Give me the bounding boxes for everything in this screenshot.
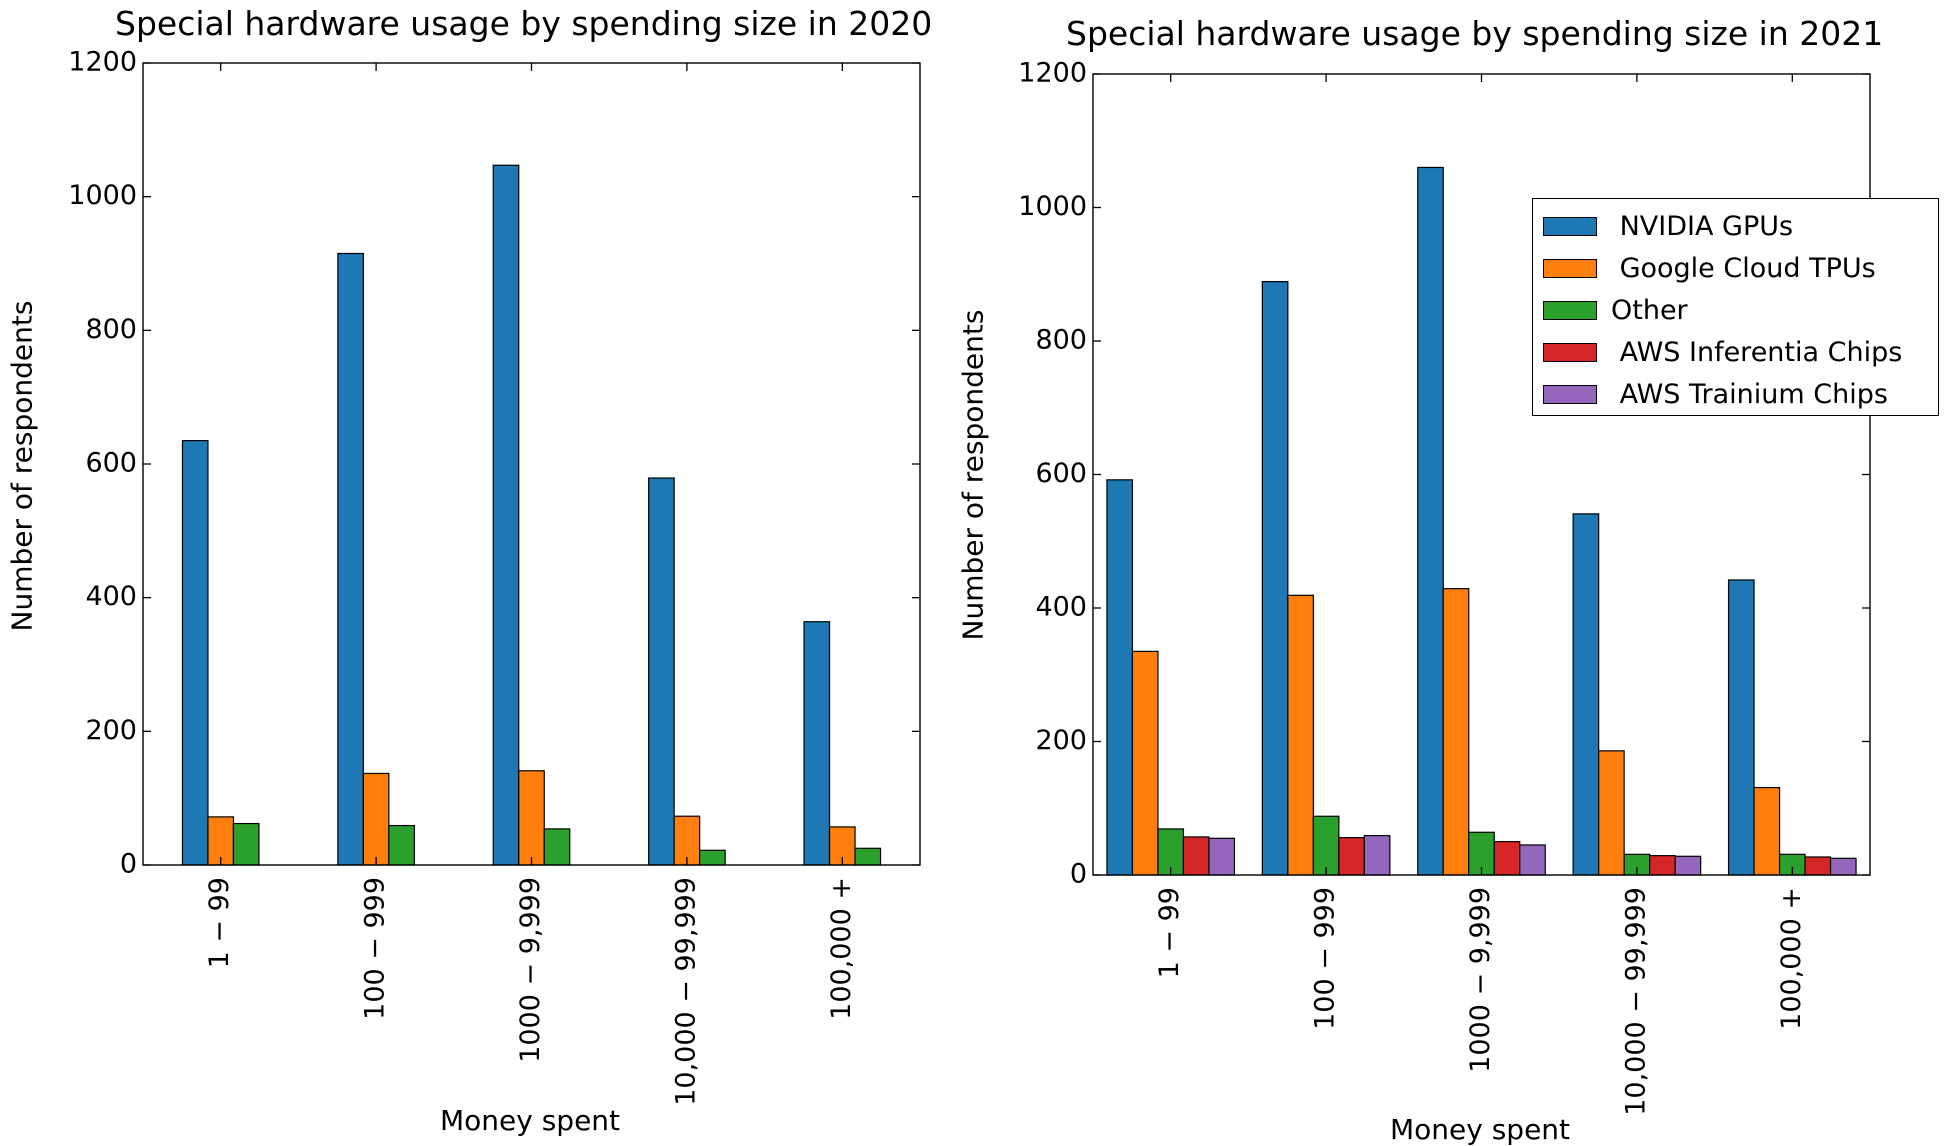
x-tick-label-2020-4: 100,000 + <box>826 877 857 1020</box>
bar-2021-nvidia-gpus-1 <box>1261 280 1289 876</box>
bar-2021-aws-trainium-chips-4 <box>1829 857 1857 876</box>
bar-2021-aws-trainium-chips-3 <box>1674 855 1702 876</box>
legend-item-aws-trainium-chips: AWS Trainium Chips <box>1533 373 1938 415</box>
bar-2021-google-cloud-tpus-1 <box>1287 594 1314 876</box>
x-tick-label-2020-2: 1000 − 9,999 <box>515 877 546 1063</box>
bar-2021-aws-trainium-chips-2 <box>1519 844 1546 876</box>
bar-2020-nvidia-gpus-4 <box>803 621 831 866</box>
legend-swatch-nvidia-gpus <box>1543 216 1597 236</box>
bar-2021-nvidia-gpus-3 <box>1572 513 1600 876</box>
chart-2020-x-axis-label: Money spent <box>439 1104 621 1137</box>
legend-item-nvidia-gpus: NVIDIA GPUs <box>1533 205 1938 247</box>
chart-2021-title: Special hardware usage by spending size … <box>1066 14 1884 53</box>
bar-2020-nvidia-gpus-1 <box>337 252 364 866</box>
x-tick-label-2021-3: 10,000 − 99,999 <box>1620 887 1651 1116</box>
bar-2021-aws-inferentia-chips-4 <box>1804 856 1832 876</box>
bar-2021-google-cloud-tpus-4 <box>1753 786 1781 876</box>
bar-2021-nvidia-gpus-2 <box>1417 166 1444 876</box>
bar-2020-google-cloud-tpus-2 <box>518 770 545 866</box>
legend-label: NVIDIA GPUs <box>1611 210 1794 242</box>
y-tick-label-2021-200: 200 <box>1035 725 1087 756</box>
y-tick-label-2020-800: 800 <box>85 314 137 345</box>
x-tick-label-2021-2: 1000 − 9,999 <box>1465 887 1496 1073</box>
y-tick-label-2021-800: 800 <box>1035 325 1087 356</box>
x-tick-label-2021-4: 100,000 + <box>1776 887 1807 1030</box>
legend-label: AWS Trainium Chips <box>1611 378 1888 410</box>
legend-swatch-google-cloud-tpus <box>1543 258 1597 278</box>
x-tick-label-2020-3: 10,000 − 99,999 <box>670 877 701 1106</box>
bar-2021-aws-inferentia-chips-0 <box>1182 836 1210 876</box>
bar-2021-aws-trainium-chips-0 <box>1208 837 1236 876</box>
bar-2021-aws-inferentia-chips-2 <box>1493 841 1521 876</box>
legend-label: AWS Inferentia Chips <box>1611 336 1903 368</box>
x-tick-label-2021-1: 100 − 999 <box>1310 887 1341 1030</box>
y-tick-label-2021-1000: 1000 <box>1018 191 1087 222</box>
bar-2021-google-cloud-tpus-3 <box>1598 750 1625 876</box>
y-tick-label-2020-200: 200 <box>85 715 137 746</box>
y-tick-label-2020-1200: 1200 <box>68 47 137 78</box>
y-tick-label-2020-400: 400 <box>85 581 137 612</box>
y-tick-label-2021-400: 400 <box>1035 592 1087 623</box>
x-tick-label-2021-0: 1 − 99 <box>1154 887 1185 978</box>
bar-2020-nvidia-gpus-2 <box>492 164 520 866</box>
bar-2020-other-2 <box>543 828 571 866</box>
bar-2021-aws-trainium-chips-1 <box>1363 835 1391 876</box>
legend-label: Other <box>1611 294 1688 326</box>
legend-item-aws-inferentia-chips: AWS Inferentia Chips <box>1533 331 1938 373</box>
bar-2021-google-cloud-tpus-0 <box>1131 650 1159 876</box>
bar-2021-other-1 <box>1312 815 1340 876</box>
legend-item-google-cloud-tpus: Google Cloud TPUs <box>1533 247 1938 289</box>
chart-2021-x-axis-label: Money spent <box>1389 1113 1571 1146</box>
legend-swatch-aws-trainium-chips <box>1543 384 1597 404</box>
y-tick-label-2020-0: 0 <box>120 849 137 880</box>
bar-2021-aws-inferentia-chips-1 <box>1338 837 1365 876</box>
legend-swatch-aws-inferentia-chips <box>1543 342 1597 362</box>
chart-2021-legend: NVIDIA GPUs Google Cloud TPUs Other AWS … <box>1532 198 1939 416</box>
bar-2020-other-1 <box>388 824 415 866</box>
y-tick-label-2020-1000: 1000 <box>68 180 137 211</box>
bar-2021-google-cloud-tpus-2 <box>1442 588 1470 876</box>
legend-item-other: Other <box>1533 289 1938 331</box>
axes-frame-2020 <box>142 62 921 866</box>
bar-2021-nvidia-gpus-4 <box>1727 579 1755 876</box>
legend-label: Google Cloud TPUs <box>1611 252 1876 284</box>
chart-2020-title: Special hardware usage by spending size … <box>115 4 933 43</box>
legend-swatch-other <box>1543 300 1597 320</box>
y-tick-label-2021-1200: 1200 <box>1018 58 1087 89</box>
bar-2021-aws-inferentia-chips-3 <box>1649 855 1676 876</box>
y-tick-label-2020-600: 600 <box>85 448 137 479</box>
y-tick-label-2021-0: 0 <box>1070 859 1087 890</box>
x-tick-label-2020-0: 1 − 99 <box>204 877 235 968</box>
axes-frame-2021 <box>1092 73 1871 876</box>
bar-2020-google-cloud-tpus-0 <box>207 816 235 866</box>
bar-2020-google-cloud-tpus-1 <box>362 772 390 866</box>
y-tick-label-2021-600: 600 <box>1035 458 1087 489</box>
bar-2021-nvidia-gpus-0 <box>1106 479 1134 876</box>
x-tick-label-2020-1: 100 − 999 <box>360 877 391 1020</box>
